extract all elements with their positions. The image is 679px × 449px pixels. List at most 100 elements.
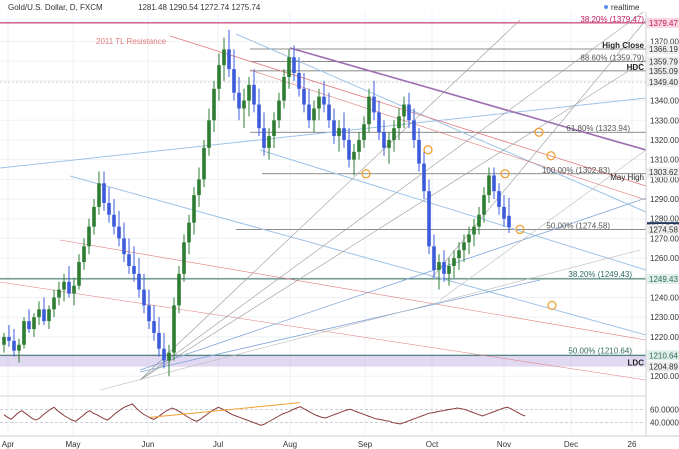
time-tick-label: Oct xyxy=(426,440,439,449)
candle-body xyxy=(142,289,146,306)
candle-body xyxy=(162,348,166,361)
candle-body xyxy=(67,281,71,294)
pivot-marker xyxy=(515,224,525,235)
candle-body xyxy=(217,65,221,89)
candle-body xyxy=(477,214,481,227)
candle-body xyxy=(2,336,6,345)
price-tick-label: 1320.00 xyxy=(650,136,679,145)
candle-body xyxy=(487,175,491,196)
candle-body xyxy=(47,309,51,322)
pivot-marker xyxy=(423,145,433,155)
price-label-box xyxy=(647,44,679,55)
pivot-marker xyxy=(500,169,510,179)
candle-body xyxy=(357,139,361,152)
rsi-trendline xyxy=(149,402,301,418)
rsi-level-label: 40.0000 xyxy=(650,419,679,428)
candle-body xyxy=(437,262,441,270)
candle-body xyxy=(97,183,101,207)
candle-body xyxy=(87,226,91,247)
price-label-box xyxy=(647,361,679,372)
red-line-2 xyxy=(249,69,646,201)
candle-body xyxy=(377,112,381,133)
candle-body xyxy=(332,120,336,137)
time-axis[interactable]: Apr May Jun Jul Aug Sep Oct Nov Dec 26 xyxy=(0,435,679,449)
price-label-box xyxy=(647,350,679,361)
annotations: 2011 TL Resistance 38.20% (1379.47) High C… xyxy=(96,15,645,368)
candle-body xyxy=(192,195,196,223)
channel-line-lower xyxy=(69,175,646,336)
price-label: 1210.64 xyxy=(649,351,678,360)
candle-body xyxy=(137,273,141,290)
ohlc-readout: 1281.48 1290.54 1272.74 1275.74 xyxy=(138,3,261,12)
candle-body xyxy=(472,226,476,235)
chart-header: Gold/U.S. Dollar, D, FXCM 1281.48 1290.5… xyxy=(8,3,640,12)
time-tick-label: Aug xyxy=(283,440,297,449)
price-label-box xyxy=(647,77,679,88)
candle-body xyxy=(312,108,316,121)
price-tick-label: 1240.00 xyxy=(650,293,679,302)
candle-body xyxy=(297,73,301,89)
annotation-label: 2011 TL Resistance xyxy=(96,37,167,46)
candle-body xyxy=(392,128,396,140)
candle-body xyxy=(72,285,76,294)
red-line-4 xyxy=(0,281,646,381)
annotation-label: 88.60% (1359.79) xyxy=(580,54,644,63)
candle-body xyxy=(267,136,271,148)
candle-body xyxy=(37,309,41,318)
candle-body xyxy=(347,139,351,160)
candle-body xyxy=(237,92,241,109)
price-tick-label: 1200.00 xyxy=(650,372,679,381)
candle-body xyxy=(207,120,211,148)
candle-body xyxy=(147,305,151,322)
candle-body xyxy=(492,175,496,192)
candle-body xyxy=(77,262,81,286)
candle-body xyxy=(132,265,136,274)
candle-body xyxy=(342,128,346,140)
price-label: 1303.62 xyxy=(649,168,678,177)
price-tick-label: 1270.00 xyxy=(650,234,679,243)
candle-body xyxy=(167,352,171,361)
candle-body xyxy=(222,49,226,66)
time-tick-label: Nov xyxy=(497,440,511,449)
fan-line-4 xyxy=(99,249,641,391)
trend-lines xyxy=(0,12,646,391)
annotation-label: LDC xyxy=(628,359,645,368)
candle-body xyxy=(157,332,161,349)
candle-body xyxy=(397,116,401,129)
candle-body xyxy=(372,96,376,113)
candle-body xyxy=(482,195,486,215)
candle-body xyxy=(322,96,326,105)
price-tick-label: 1310.00 xyxy=(650,156,679,165)
price-label: 1249.43 xyxy=(649,275,678,284)
candle-body xyxy=(277,100,281,121)
time-tick-label: Jun xyxy=(142,440,155,449)
candle-body xyxy=(412,120,416,140)
candle-body xyxy=(102,183,106,203)
price-tick-label: 1290.00 xyxy=(650,195,679,204)
price-tick-label: 1300.00 xyxy=(650,175,679,184)
price-label: 1366.19 xyxy=(649,45,678,54)
time-tick-label: Apr xyxy=(2,440,15,449)
pivot-marker xyxy=(534,127,544,137)
candle-body xyxy=(12,340,16,351)
candle-body xyxy=(502,206,506,219)
candle-body xyxy=(32,317,36,329)
ldc-zone xyxy=(0,355,646,367)
candle-body xyxy=(212,88,216,121)
candle-body xyxy=(22,321,26,345)
price-axis[interactable]: 1200.001210.001220.001230.001240.001250.… xyxy=(645,12,679,436)
candle-body xyxy=(127,254,131,266)
ldc-zone-band xyxy=(0,355,646,367)
fan-line-6 xyxy=(439,149,646,301)
annotation-label: 61.80% (1323.94) xyxy=(566,124,630,133)
candle-body xyxy=(442,262,446,274)
red-line-3 xyxy=(59,239,646,341)
candle-body xyxy=(62,281,66,290)
fan-line-2 xyxy=(139,12,644,381)
candle-body xyxy=(27,321,31,329)
candle-body xyxy=(327,104,331,121)
candle-body xyxy=(467,234,471,243)
candle-body xyxy=(432,246,436,270)
candle-body xyxy=(417,139,421,164)
